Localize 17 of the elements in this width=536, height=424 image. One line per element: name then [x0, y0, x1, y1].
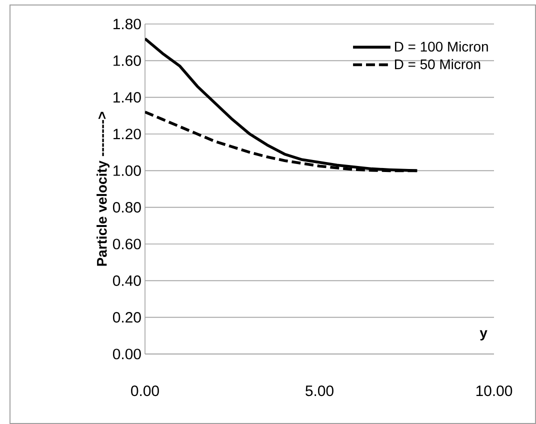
y-tick-label: 0.60 [112, 238, 141, 250]
y-tick-label: 1.20 [114, 128, 141, 140]
y-tick-label: 1.60 [114, 55, 141, 66]
x-tick-label: 5.00 [306, 386, 334, 396]
legend-label: D = 50 Micron [395, 58, 480, 70]
y-tick-label: 1.80 [114, 18, 141, 30]
x-tick-label: 10.00 [476, 386, 512, 396]
legend-label: D = 100 Micron [395, 41, 488, 52]
y-tick-label: 0.20 [112, 312, 141, 323]
y-tick-label: 1.40 [114, 92, 141, 103]
x-axis-title: y [480, 330, 488, 340]
y-axis-title: Particle velocity --------> [96, 112, 110, 266]
x-tick-label: 0.00 [131, 386, 159, 396]
y-tick-label: 0.80 [112, 202, 141, 213]
y-tick-label: 0.40 [112, 275, 141, 286]
y-tick-label: 1.00 [114, 165, 141, 176]
y-tick-label: 0.00 [112, 348, 141, 360]
